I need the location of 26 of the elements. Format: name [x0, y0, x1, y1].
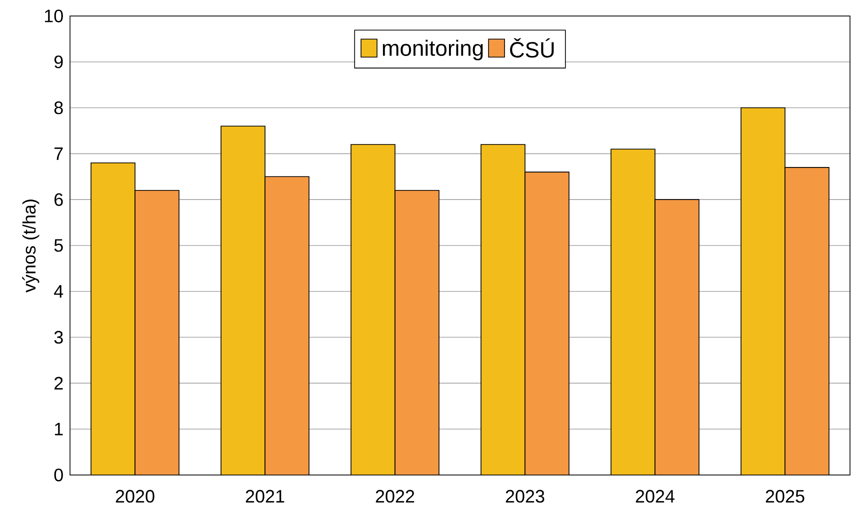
y-tick-label: 1	[54, 422, 63, 436]
y-tick-label: 0	[54, 468, 63, 482]
x-tick-label: 2025	[766, 490, 804, 503]
y-tick-label: 5	[54, 239, 63, 252]
x-tick-label: 2022	[376, 490, 414, 503]
x-tick-label: 2020	[116, 490, 154, 503]
bar	[264, 176, 310, 475]
y-tick-label: 10	[44, 10, 63, 22]
y-tick-label: 7	[54, 147, 63, 160]
y-tick-label: 2	[54, 376, 63, 390]
y-tick-label: 4	[54, 285, 64, 298]
legend-label: monitoring	[382, 40, 483, 60]
bar	[654, 199, 700, 475]
y-tick-label: 8	[54, 101, 63, 114]
x-tick-label: 2023	[506, 490, 544, 503]
bar	[784, 167, 830, 475]
y-tick-label: 6	[54, 193, 63, 206]
x-tick-label: 2024	[636, 490, 674, 503]
x-tick-label: 2021	[246, 490, 284, 503]
y-tick-label: 9	[54, 56, 63, 68]
bar	[524, 172, 570, 475]
y-axis-title: výnos (t/ha)	[22, 200, 40, 292]
bar	[394, 190, 440, 475]
bar	[134, 190, 180, 475]
y-tick-label: 3	[54, 330, 63, 344]
legend-label: ČSÚ	[510, 38, 554, 58]
